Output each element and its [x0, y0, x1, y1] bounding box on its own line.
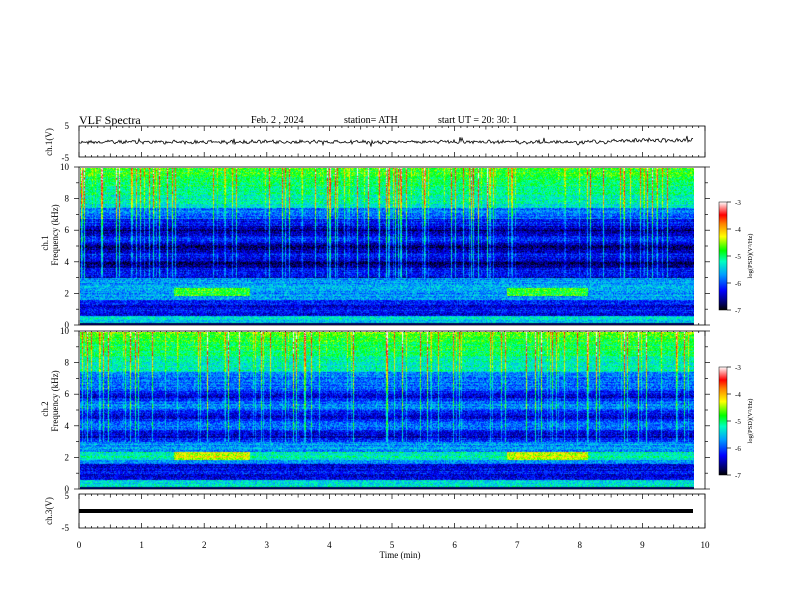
ch1-frequency-ticks: 0 2 4 6 8 10	[60, 162, 710, 330]
colorbar-ch1-tick: -4	[735, 226, 741, 234]
ch3-waveform-panel: 5 -5 ch.3(V)	[44, 320, 706, 533]
colorbar-ch2-tick: -4	[735, 391, 741, 399]
colorbar-ch2-tick: -6	[735, 445, 741, 453]
xtick-label: 3	[265, 540, 270, 550]
ch1-ytick-top: 5	[65, 121, 70, 131]
colorbar-ch1: -3 -4 -5 -6 -7 log(PSD)(V²/Hz)	[718, 199, 754, 315]
figure-title: VLF Spectra	[79, 113, 141, 127]
frequency-tick-label: 2	[65, 452, 70, 462]
xtick-label: 9	[640, 540, 645, 550]
frequency-tick-label: 4	[65, 421, 70, 431]
frequency-tick-label: 8	[65, 194, 70, 204]
start-time-label: start UT = 20: 30: 1	[438, 115, 517, 126]
time-axis-title: Time (min)	[380, 550, 421, 560]
ch2-spectrogram-image	[79, 331, 694, 489]
colorbar-ch2-tick: -3	[735, 364, 741, 372]
frequency-tick-label: 8	[65, 358, 70, 368]
xtick-label: 5	[390, 540, 395, 550]
frequency-tick-label: 6	[65, 389, 70, 399]
ch3-ytick-bottom: -5	[62, 523, 70, 533]
xtick-label: 7	[515, 540, 520, 550]
xtick-label: 1	[139, 540, 144, 550]
frequency-tick-label: 0	[65, 484, 70, 494]
xtick-label: 6	[452, 540, 457, 550]
colorbar-ch2-label: log(PSD)(V²/Hz)	[747, 399, 754, 444]
xtick-label: 4	[327, 540, 332, 550]
ch2-frequency-ticks: 0 2 4 6 8 10	[60, 326, 710, 494]
xtick-label: 8	[578, 540, 583, 550]
colorbar-ch1-tick: -6	[735, 280, 741, 288]
date-label: Feb. 2 , 2024	[251, 115, 304, 126]
ch3-waveform-line	[79, 509, 693, 513]
colorbar-ch1-tick: -5	[735, 253, 741, 261]
ch1-spec-ylabel-channel: ch.1	[40, 235, 50, 250]
ch1-ylabel: ch.1(V)	[44, 128, 54, 156]
frequency-tick-label: 2	[65, 288, 70, 298]
frequency-tick-label: 4	[65, 257, 70, 267]
ch2-spec-ylabel-freq: Frequency (kHz)	[50, 370, 60, 431]
colorbar-ch2-ticks	[727, 366, 731, 476]
frequency-tick-label: 6	[65, 225, 70, 235]
ch1-waveform-line	[78, 135, 694, 147]
ch1-spectrogram-image	[79, 167, 694, 325]
colorbar-ch1-tick: -3	[735, 199, 741, 207]
ch2-spec-ylabel-channel: ch.2	[40, 401, 50, 416]
time-axis-labels: 0 1 2 3 4 5 6 7 8 9 10	[77, 540, 710, 550]
frequency-tick-label: 10	[60, 162, 70, 172]
colorbar-ch1-label: log(PSD)(V²/Hz)	[747, 234, 754, 279]
xtick-label: 10	[701, 540, 711, 550]
ch1-waveform-panel: 5 -5 ch.1(V)	[44, 121, 706, 163]
colorbar-ch1-tick: -7	[735, 307, 741, 315]
colorbar-ch1-ticks	[727, 201, 731, 311]
xtick-label: 0	[77, 540, 82, 550]
xtick-label: 2	[202, 540, 207, 550]
frequency-tick-label: 10	[60, 326, 70, 336]
ch1-spec-ylabel-freq: Frequency (kHz)	[50, 204, 60, 265]
colorbar-ch2-tick: -7	[735, 472, 741, 480]
station-label: station= ATH	[344, 115, 398, 126]
waveform-ticks	[78, 126, 706, 157]
frequency-tick-label: 0	[65, 320, 70, 330]
colorbar-ch2: -3 -4 -5 -6 -7 log(PSD)(V²/Hz)	[718, 364, 754, 480]
ch3-ylabel: ch.3(V)	[44, 497, 54, 525]
ch1-ytick-bottom: -5	[62, 153, 70, 163]
colorbar-ch2-tick: -5	[735, 418, 741, 426]
ch3-ytick-top: 5	[65, 491, 70, 501]
